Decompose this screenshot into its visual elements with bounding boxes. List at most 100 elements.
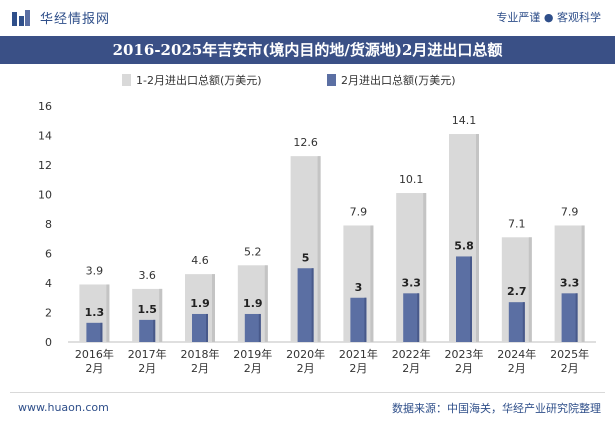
y-tick-label: 14 — [38, 130, 52, 143]
footer-website: www.huaon.com — [18, 401, 109, 414]
x-tick-label: 2020年 2月 — [286, 347, 325, 375]
data-label-month: 3.3 — [560, 276, 580, 289]
y-tick-label: 16 — [38, 100, 52, 113]
bar-chart: 1-2月进出口总额(万美元) 2月进出口总额(万美元) 0 2 4 6 8 10 12 14 16 3… — [38, 73, 596, 375]
bar-month-edge — [258, 313, 261, 342]
bar-month — [244, 313, 261, 342]
bar-ytd-edge — [528, 237, 532, 342]
bar-ytd-edge — [159, 288, 163, 342]
bar-ytd-edge — [581, 225, 585, 342]
x-tick-label-line: 2016年 — [75, 347, 114, 361]
legend-label: 2月进出口总额(万美元) — [341, 73, 456, 87]
x-tick-label-line: 2月 — [508, 362, 526, 375]
x-tick-label-line: 2月 — [561, 362, 579, 375]
x-tick-label-line: 2月 — [85, 362, 103, 375]
x-tick-label-line: 2017年 — [128, 347, 167, 361]
y-tick-label: 4 — [45, 277, 52, 290]
data-label-ytd: 7.9 — [350, 205, 368, 218]
x-tick-label: 2016年 2月 — [75, 347, 114, 375]
x-tick-label-line: 2019年 — [233, 347, 272, 361]
data-label-ytd: 5.2 — [244, 245, 262, 258]
bar-month-edge — [417, 293, 420, 342]
x-tick-label-line: 2月 — [297, 362, 315, 375]
x-tick-label-line: 2月 — [402, 362, 420, 375]
bar-ytd-edge — [370, 225, 374, 342]
x-tick-label-line: 2月 — [191, 362, 209, 375]
x-tick-label-line: 2月 — [138, 362, 156, 375]
x-tick-label-line: 2021年 — [339, 347, 378, 361]
bar-month — [403, 293, 420, 342]
y-tick-label: 2 — [45, 307, 52, 320]
bar-month — [561, 293, 578, 342]
top-bar: 华经情报网 专业严谨 ● 客观科学 — [0, 0, 615, 36]
x-tick-label-line: 2022年 — [392, 347, 431, 361]
legend-label: 1-2月进出口总额(万美元) — [136, 73, 262, 87]
data-label-ytd: 14.1 — [452, 114, 477, 127]
y-tick-label: 8 — [45, 218, 52, 231]
data-label-month: 1.5 — [137, 303, 157, 316]
x-tick-label-line: 2月 — [244, 362, 262, 375]
data-label-month: 5 — [302, 251, 310, 264]
data-label-ytd: 7.9 — [561, 205, 579, 218]
data-label-ytd: 7.1 — [508, 217, 526, 230]
data-label-month: 2.7 — [507, 285, 527, 298]
footer-divider — [10, 392, 605, 393]
data-label-ytd: 3.9 — [86, 264, 104, 277]
legend-swatch — [122, 74, 131, 86]
bar-ytd-edge — [476, 134, 479, 342]
data-label-month: 1.3 — [85, 306, 105, 319]
brand-name: 华经情报网 — [40, 12, 111, 27]
bar-month-edge — [206, 313, 208, 342]
data-label-ytd: 12.6 — [293, 136, 318, 149]
bar-ytd-edge — [423, 193, 427, 342]
y-tick-label: 12 — [38, 159, 52, 172]
x-tick-label: 2018年 2月 — [181, 347, 220, 375]
x-tick-label: 2017年 2月 — [128, 347, 167, 375]
data-label-ytd: 4.6 — [191, 254, 209, 267]
bar-ytd-edge — [264, 265, 268, 342]
y-tick-label: 10 — [38, 189, 52, 202]
x-tick-label-line: 2018年 — [181, 347, 220, 361]
x-tick-label: 2022年 2月 — [392, 347, 431, 375]
x-tick-label-line: 2月 — [349, 362, 367, 375]
bar-month — [297, 268, 314, 342]
title-band: 2016-2025年吉安市(境内目的地/货源地)2月进出口总额 — [0, 36, 615, 64]
legend-swatch — [327, 74, 336, 86]
bar-month-edge — [575, 293, 578, 342]
x-tick-label: 2023年 2月 — [445, 347, 484, 375]
y-tick-label: 0 — [45, 336, 52, 349]
data-label-month: 5.8 — [454, 239, 474, 252]
bar-month-edge — [470, 256, 472, 342]
bar-month — [139, 319, 156, 342]
x-tick-label: 2019年 2月 — [233, 347, 272, 375]
data-label-ytd: 3.6 — [138, 269, 156, 282]
y-tick-label: 6 — [45, 248, 52, 261]
bar-month-edge — [311, 268, 314, 342]
data-label-month: 1.9 — [243, 297, 263, 310]
x-tick-label-line: 2020年 — [286, 347, 325, 361]
data-label-ytd: 10.1 — [399, 173, 424, 186]
x-tick-label-line: 2025年 — [550, 347, 589, 361]
bar-month — [456, 256, 472, 342]
bar-month-edge — [364, 297, 367, 342]
chart-title: 2016-2025年吉安市(境内目的地/货源地)2月进出口总额 — [112, 41, 503, 59]
bar-month-edge — [153, 319, 156, 342]
slogan: 专业严谨 ● 客观科学 — [496, 11, 601, 24]
bar-ytd-edge — [212, 274, 215, 342]
footer-source: 数据来源：中国海关，华经产业研究院整理 — [392, 402, 601, 415]
bar-month — [86, 322, 103, 342]
bar-month — [192, 313, 208, 342]
data-label-month: 1.9 — [190, 297, 210, 310]
bar-ytd-edge — [106, 284, 110, 342]
x-tick-label: 2021年 2月 — [339, 347, 378, 375]
x-tick-label-line: 2024年 — [497, 347, 536, 361]
data-label-month: 3 — [355, 281, 363, 294]
x-tick-label: 2025年 2月 — [550, 347, 589, 375]
x-tick-label-line: 2023年 — [445, 347, 484, 361]
bar-month — [350, 297, 367, 342]
x-tick-label-line: 2月 — [455, 362, 473, 375]
bar-month-edge — [522, 302, 525, 342]
bar-ytd-edge — [317, 156, 321, 342]
x-tick-label: 2024年 2月 — [497, 347, 536, 375]
